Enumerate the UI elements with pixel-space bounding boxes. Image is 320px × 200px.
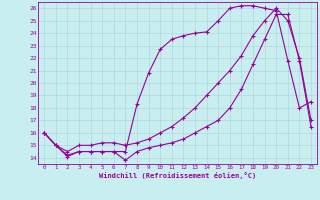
X-axis label: Windchill (Refroidissement éolien,°C): Windchill (Refroidissement éolien,°C)	[99, 172, 256, 179]
